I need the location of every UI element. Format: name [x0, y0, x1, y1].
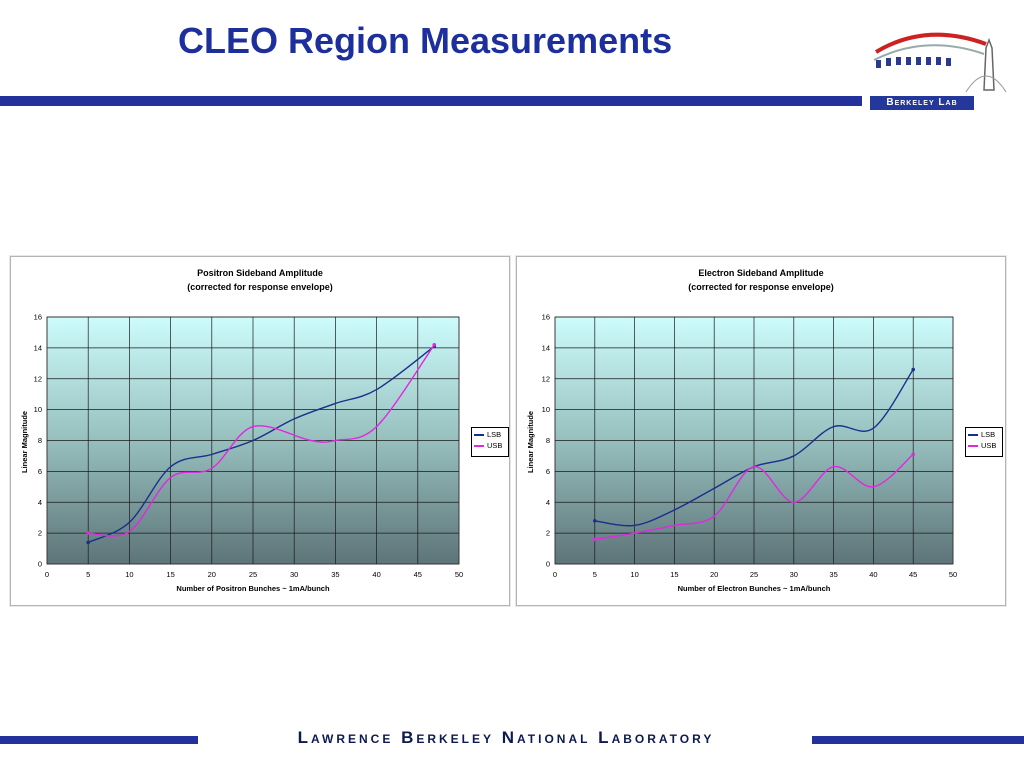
- x-tick-label: 40: [869, 570, 877, 579]
- legend-label: LSB: [981, 430, 996, 439]
- y-tick-label: 16: [542, 313, 550, 322]
- y-tick-label: 14: [542, 343, 550, 352]
- x-axis-label: Number of Positron Bunches ~ 1mA/bunch: [176, 584, 330, 593]
- data-point-usb: [593, 537, 597, 542]
- x-tick-label: 25: [750, 570, 758, 579]
- chart-legend: LSB USB: [471, 427, 509, 457]
- x-tick-label: 25: [249, 570, 257, 579]
- legend-label: USB: [981, 441, 997, 450]
- y-tick-label: 8: [38, 436, 42, 445]
- footer-text: Lawrence Berkeley National Laboratory: [297, 728, 715, 747]
- title-rule: [0, 96, 862, 106]
- legend-swatch: [968, 434, 978, 436]
- slide-title: CLEO Region Measurements: [178, 20, 673, 61]
- x-tick-label: 15: [166, 570, 174, 579]
- x-tick-label: 5: [86, 570, 90, 579]
- data-point-lsb: [593, 518, 597, 523]
- x-tick-label: 30: [290, 570, 298, 579]
- footer-rule-right: [812, 736, 1024, 744]
- chart-title: Electron Sideband Amplitude: [698, 268, 824, 278]
- y-tick-label: 0: [546, 560, 550, 569]
- data-point-usb: [432, 342, 437, 347]
- x-tick-label: 0: [553, 570, 557, 579]
- y-tick-label: 4: [546, 498, 550, 507]
- x-tick-label: 45: [909, 570, 917, 579]
- x-tick-label: 45: [414, 570, 422, 579]
- chart-plot: 0 5 10 15 20 25 30 35 40 45 50 0 2 4 6 8 10 12 14 16: [34, 313, 464, 580]
- y-tick-label: 10: [34, 405, 42, 414]
- y-tick-label: 2: [38, 529, 42, 538]
- x-tick-label: 15: [670, 570, 678, 579]
- y-tick-label: 2: [546, 529, 550, 538]
- x-tick-label: 40: [372, 570, 380, 579]
- y-tick-label: 0: [38, 560, 42, 569]
- data-point-usb: [911, 452, 915, 457]
- y-tick-label: 6: [38, 467, 42, 476]
- legend-swatch: [474, 445, 484, 447]
- x-tick-label: 20: [208, 570, 216, 579]
- x-tick-label: 35: [829, 570, 837, 579]
- x-tick-label: 0: [45, 570, 49, 579]
- y-tick-label: 4: [38, 498, 42, 507]
- legend-label: LSB: [487, 430, 502, 439]
- y-tick-label: 10: [542, 405, 550, 414]
- chart-legend: LSB USB: [965, 427, 1003, 457]
- electron-chart: Electron Sideband Amplitude (corrected f…: [516, 256, 1006, 606]
- x-tick-label: 50: [455, 570, 463, 579]
- footer-rule-left: [0, 736, 198, 744]
- chart-title: Positron Sideband Amplitude: [197, 268, 323, 278]
- x-tick-label: 10: [125, 570, 133, 579]
- positron-chart: Positron Sideband Amplitude (corrected f…: [10, 256, 510, 606]
- x-tick-label: 10: [630, 570, 638, 579]
- data-point-lsb: [911, 367, 915, 372]
- data-point-lsb: [86, 540, 90, 545]
- x-tick-label: 50: [949, 570, 957, 579]
- berkeley-lab-logo: [870, 32, 1007, 110]
- x-tick-label: 5: [593, 570, 597, 579]
- series-line-usb: [88, 344, 435, 537]
- chart-subtitle: (corrected for response envelope): [688, 282, 834, 292]
- series-line-lsb: [87, 345, 435, 544]
- legend-label: USB: [487, 441, 503, 450]
- data-point-usb: [86, 531, 90, 535]
- series-line-usb: [594, 453, 914, 540]
- chart-subtitle: (corrected for response envelope): [187, 282, 333, 292]
- y-tick-label: 12: [542, 374, 550, 383]
- y-tick-label: 14: [34, 343, 42, 352]
- legend-swatch: [968, 445, 978, 447]
- chart-plot: 0 5 10 15 20 25 30 35 40 45 50 0 2 4 6 8 10 12 14 16: [542, 313, 958, 580]
- legend-swatch: [474, 434, 484, 436]
- logo-text: Berkeley Lab: [886, 97, 958, 108]
- x-tick-label: 20: [710, 570, 718, 579]
- x-tick-label: 30: [790, 570, 798, 579]
- x-axis-label: Number of Electron Bunches ~ 1mA/bunch: [677, 584, 831, 593]
- y-tick-label: 16: [34, 313, 42, 322]
- y-tick-label: 12: [34, 374, 42, 383]
- y-tick-label: 8: [546, 436, 550, 445]
- y-tick-label: 6: [546, 467, 550, 476]
- x-tick-label: 35: [331, 570, 339, 579]
